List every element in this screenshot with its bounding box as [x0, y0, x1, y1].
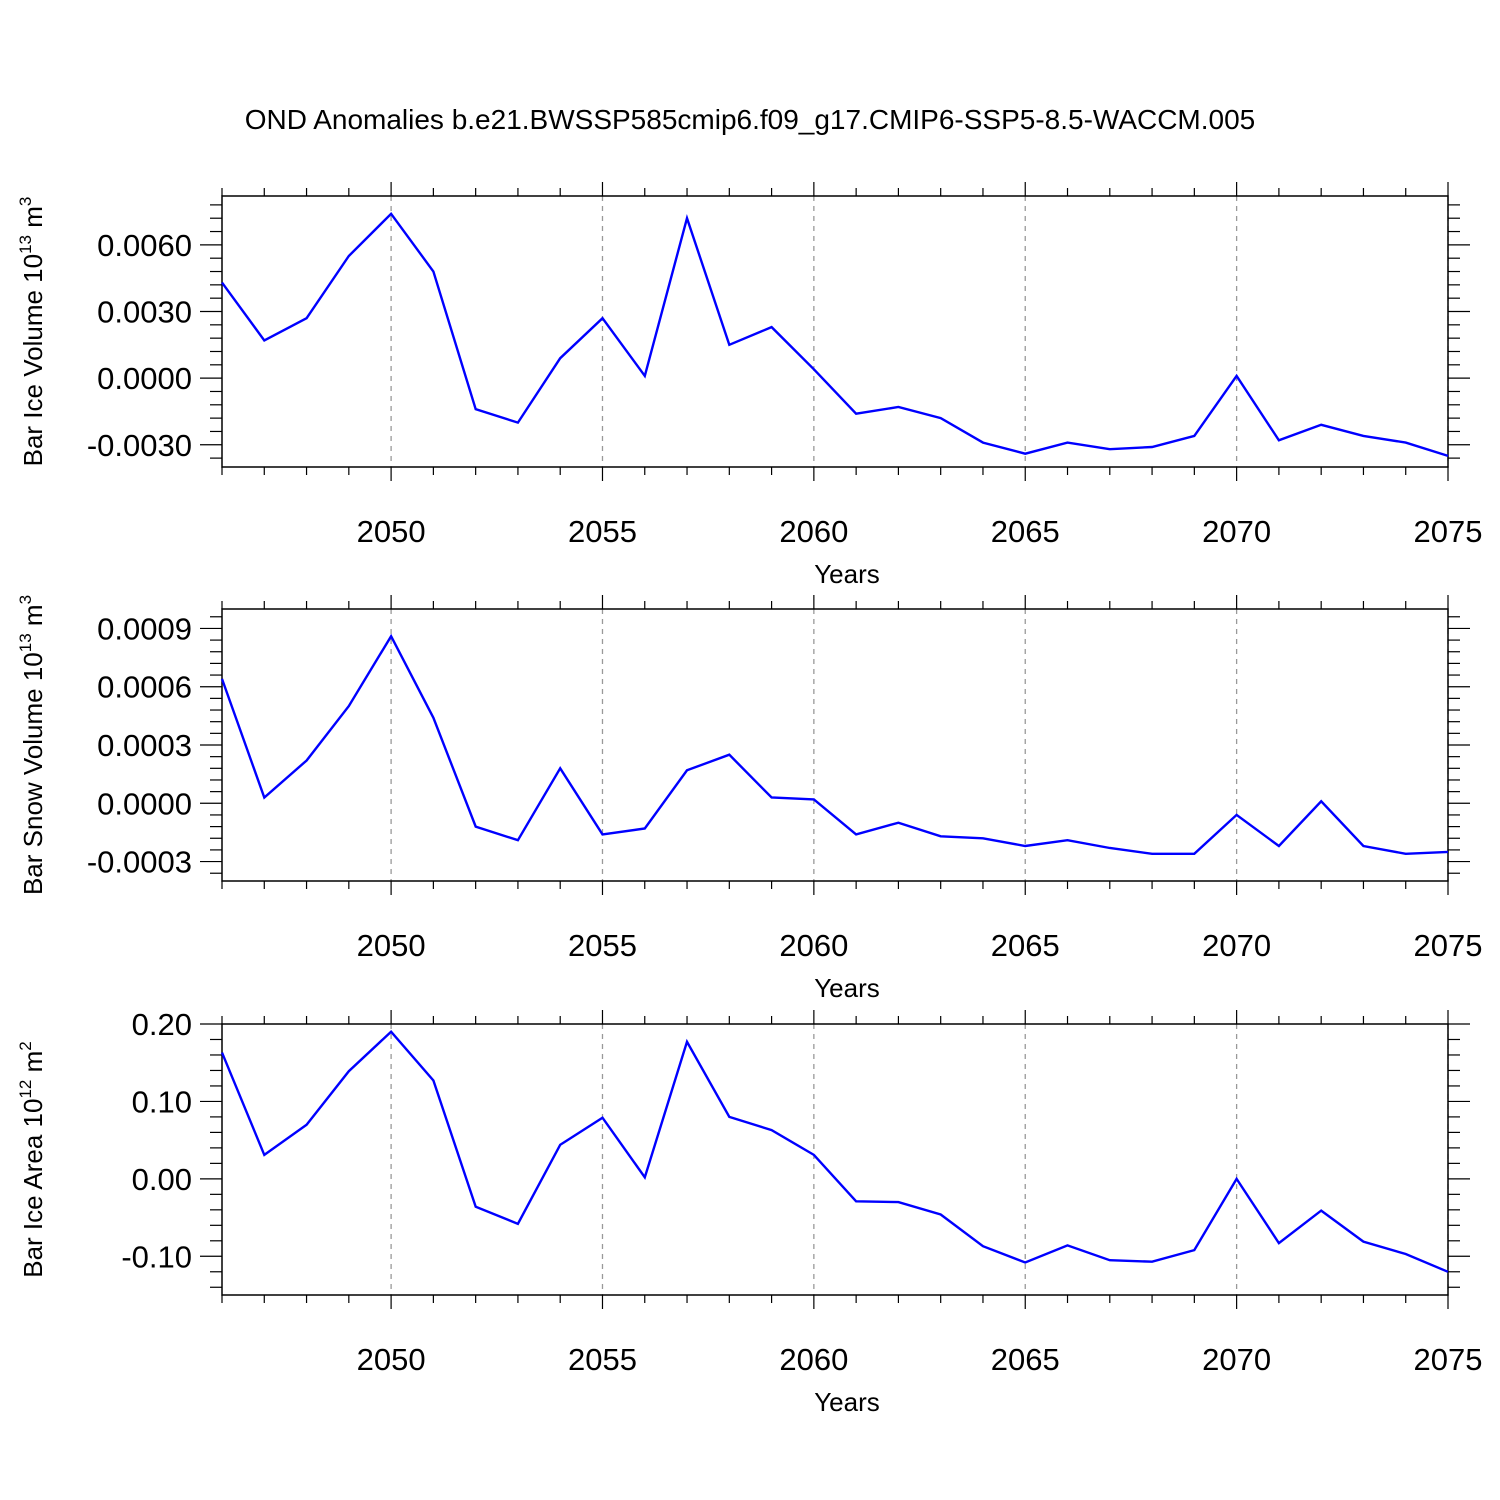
panel-1: 0.0060 0.0030 0.0000 -0.0030 2050 2055 2060 206…	[16, 182, 1482, 589]
y-axis-label-superscript: 2	[16, 1041, 35, 1050]
y-axis-label-text: m	[18, 206, 48, 235]
y-tick-label: -0.0030	[87, 428, 192, 463]
plot-frame	[221, 195, 1449, 468]
x-axis-label: Years	[814, 973, 880, 1003]
x-tick-label: 2060	[779, 1342, 848, 1377]
y-axis-label-superscript: 13	[16, 633, 35, 652]
y-axis-label: Bar Ice Area 1012 m2	[16, 1041, 48, 1278]
y-axis-label-text: Bar Snow Volume 10	[18, 652, 48, 895]
y-tick-label: 0.0006	[97, 670, 192, 705]
y-tick-label: -0.10	[121, 1239, 192, 1274]
y-axis-label-text: m	[18, 1051, 48, 1080]
y-tick-label: 0.0030	[97, 295, 192, 330]
y-axis-label-text: Bar Ice Area 10	[18, 1099, 48, 1278]
plot-frame	[221, 1023, 1449, 1296]
y-axis-label-superscript: 12	[16, 1080, 35, 1099]
x-tick-label: 2065	[991, 1342, 1060, 1377]
y-tick-label: 0.0003	[97, 728, 192, 763]
x-tick-label: 2050	[357, 928, 426, 963]
x-tick-label: 2075	[1414, 1342, 1483, 1377]
y-axis-label: Bar Snow Volume 1013 m3	[16, 595, 48, 895]
x-tick-label: 2065	[991, 928, 1060, 963]
y-axis-label-text: m	[18, 604, 48, 633]
x-axis-label: Years	[814, 559, 880, 589]
y-axis-label-superscript: 3	[16, 197, 35, 206]
y-tick-label: 0.00	[132, 1162, 192, 1197]
y-tick-label: -0.0003	[87, 845, 192, 880]
series-line	[221, 211, 1449, 458]
x-tick-label: 2075	[1414, 928, 1483, 963]
x-tick-label: 2055	[568, 1342, 637, 1377]
plot-frame	[221, 608, 1449, 882]
panel-2: 0.0009 0.0006 0.0003 0.0000 -0.0003 2050 2055 2…	[16, 595, 1482, 1003]
y-tick-label: 0.20	[132, 1007, 192, 1042]
x-tick-label: 2075	[1414, 514, 1483, 549]
series-line	[220, 633, 1449, 856]
x-tick-label: 2055	[568, 928, 637, 963]
y-axis-label-superscript: 13	[16, 235, 35, 254]
series-line	[220, 1029, 1449, 1273]
panel-3: 0.20 0.10 0.00 -0.10 2050 2055 2060 2065 2070 207…	[16, 1007, 1482, 1417]
y-tick-label: 0.0000	[97, 786, 192, 821]
y-tick-label: 0.0060	[97, 228, 192, 263]
x-tick-label: 2070	[1202, 514, 1271, 549]
y-tick-label: 0.0000	[97, 361, 192, 396]
x-axis-label: Years	[814, 1387, 880, 1417]
y-axis-label-text: Bar Ice Volume 10	[18, 254, 48, 466]
figure-title: OND Anomalies b.e21.BWSSP585cmip6.f09_g1…	[244, 104, 1256, 135]
y-tick-label: 0.10	[132, 1084, 192, 1119]
x-tick-label: 2065	[991, 514, 1060, 549]
x-tick-label: 2070	[1202, 928, 1271, 963]
x-tick-label: 2050	[357, 1342, 426, 1377]
y-axis-label: Bar Ice Volume 1013 m3	[16, 197, 48, 467]
x-tick-label: 2070	[1202, 1342, 1271, 1377]
x-tick-label: 2055	[568, 514, 637, 549]
x-tick-label: 2060	[779, 514, 848, 549]
y-axis-label-superscript: 3	[16, 595, 35, 604]
x-tick-label: 2060	[779, 928, 848, 963]
y-tick-label: 0.0009	[97, 611, 192, 646]
x-tick-label: 2050	[357, 514, 426, 549]
